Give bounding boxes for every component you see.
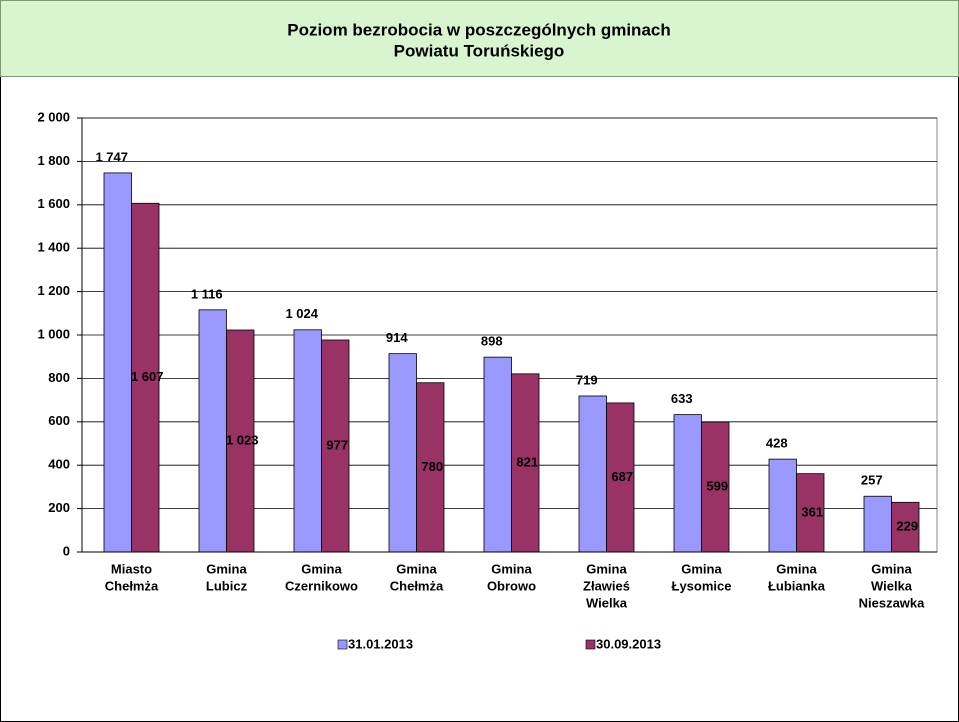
bar xyxy=(673,414,702,553)
data-label: 1 023 xyxy=(226,432,259,447)
x-tick-label: Gmina xyxy=(491,561,532,576)
x-tick-label: Chełmża xyxy=(105,578,159,593)
x-tick-label: Gmina xyxy=(681,561,722,576)
bar xyxy=(701,421,730,553)
y-tick-label: 800 xyxy=(48,370,70,385)
data-label: 1 747 xyxy=(95,149,128,164)
bar xyxy=(103,172,132,553)
data-label: 633 xyxy=(671,391,693,406)
chart-title: Poziom bezrobocia w poszczególnych gmina… xyxy=(287,20,671,39)
chart-title: Powiatu Toruńskiego xyxy=(394,41,565,60)
bar xyxy=(578,395,607,553)
x-tick-label: Gmina xyxy=(776,561,817,576)
bar xyxy=(416,382,445,553)
x-tick-label: Łubianka xyxy=(768,578,826,593)
data-label: 229 xyxy=(896,519,918,534)
bar xyxy=(796,473,825,553)
x-tick-label: Gmina xyxy=(396,561,437,576)
bar xyxy=(293,329,322,553)
y-tick-label: 1 200 xyxy=(37,283,70,298)
y-tick-label: 600 xyxy=(48,413,70,428)
data-label: 599 xyxy=(706,478,728,493)
y-tick-label: 400 xyxy=(48,457,70,472)
data-label: 914 xyxy=(386,330,408,345)
x-tick-label: Chełmża xyxy=(390,578,444,593)
bar xyxy=(511,373,540,553)
data-label: 898 xyxy=(481,334,503,349)
x-tick-label: Obrowo xyxy=(487,578,536,593)
data-label: 977 xyxy=(326,437,348,452)
x-tick-label: Gmina xyxy=(206,561,247,576)
bar xyxy=(606,402,635,553)
legend-label: 31.01.2013 xyxy=(348,636,413,651)
x-tick-label: Nieszawka xyxy=(859,595,926,610)
data-label: 1 116 xyxy=(191,286,223,301)
y-tick-label: 1 000 xyxy=(37,326,70,341)
x-tick-label: Miasto xyxy=(111,561,152,576)
bar xyxy=(131,202,160,553)
data-label: 1 024 xyxy=(285,306,318,321)
header xyxy=(0,0,959,77)
x-tick-label: Wielka xyxy=(586,595,628,610)
bar xyxy=(226,329,255,553)
y-tick-label: 1 400 xyxy=(37,240,70,255)
legend-swatch xyxy=(585,639,596,650)
data-label: 719 xyxy=(576,372,598,387)
data-label: 1 607 xyxy=(131,369,164,384)
x-tick-label: Łysomice xyxy=(672,578,732,593)
bar xyxy=(768,458,797,553)
x-tick-label: Zławieś xyxy=(583,578,630,593)
x-tick-label: Gmina xyxy=(301,561,342,576)
y-tick-label: 200 xyxy=(48,500,70,515)
data-label: 361 xyxy=(801,504,823,519)
x-tick-label: Wielka xyxy=(871,578,913,593)
x-tick-label: Lubicz xyxy=(206,578,248,593)
y-tick-label: 1 800 xyxy=(37,153,70,168)
bar xyxy=(321,339,350,553)
data-label: 257 xyxy=(861,473,883,488)
data-label: 687 xyxy=(611,469,633,484)
y-tick-label: 0 xyxy=(63,543,70,558)
legend-swatch xyxy=(337,639,348,650)
bar xyxy=(483,356,512,553)
bar xyxy=(891,501,920,553)
x-tick-label: Gmina xyxy=(586,561,627,576)
data-label: 428 xyxy=(766,436,788,451)
data-label: 821 xyxy=(516,454,538,469)
legend-label: 30.09.2013 xyxy=(596,636,661,651)
x-tick-label: Gmina xyxy=(871,561,912,576)
y-tick-label: 1 600 xyxy=(37,196,70,211)
bar xyxy=(863,495,892,553)
y-tick-label: 2 000 xyxy=(37,109,70,124)
bar xyxy=(198,309,227,553)
data-label: 780 xyxy=(421,459,443,474)
bar xyxy=(388,353,417,553)
x-tick-label: Czernikowo xyxy=(285,578,358,593)
